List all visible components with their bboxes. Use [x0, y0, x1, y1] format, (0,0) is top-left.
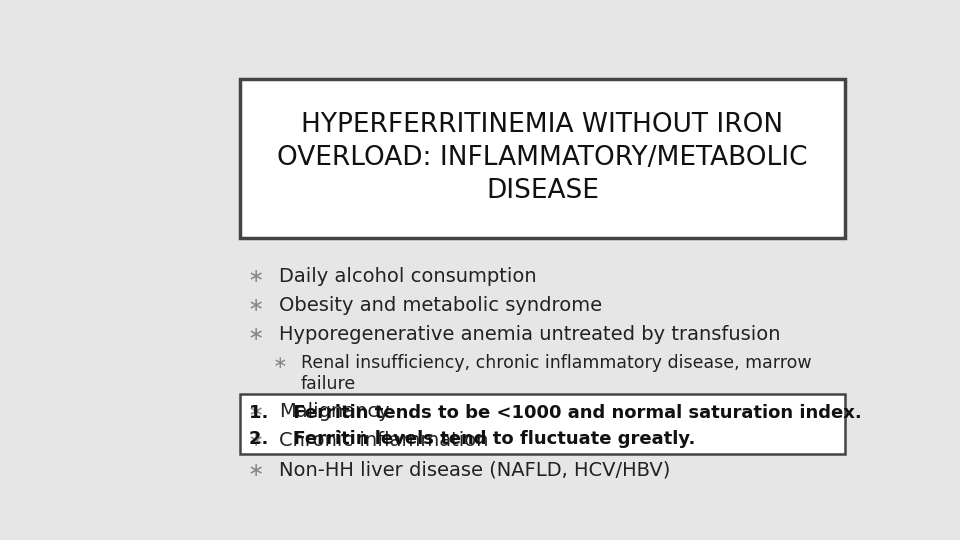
Text: ∗: ∗: [248, 267, 264, 286]
Text: 2.    Ferritin levels tend to fluctuate greatly.: 2. Ferritin levels tend to fluctuate gre…: [249, 430, 695, 448]
Text: HYPERFERRITINEMIA WITHOUT IRON
OVERLOAD: INFLAMMATORY/METABOLIC
DISEASE: HYPERFERRITINEMIA WITHOUT IRON OVERLOAD:…: [277, 112, 807, 204]
Text: ∗: ∗: [248, 431, 264, 450]
Text: ∗: ∗: [274, 354, 288, 372]
FancyBboxPatch shape: [240, 79, 845, 238]
Text: ∗: ∗: [248, 325, 264, 344]
Text: Renal insufficiency, chronic inflammatory disease, marrow
failure: Renal insufficiency, chronic inflammator…: [300, 354, 811, 393]
Text: Obesity and metabolic syndrome: Obesity and metabolic syndrome: [278, 296, 602, 315]
Text: Chronic inflammation: Chronic inflammation: [278, 431, 489, 450]
Text: Daily alcohol consumption: Daily alcohol consumption: [278, 267, 537, 286]
Text: 1.    Ferritin tends to be <1000 and normal saturation index.: 1. Ferritin tends to be <1000 and normal…: [249, 403, 862, 422]
Text: Non-HH liver disease (NAFLD, HCV/HBV): Non-HH liver disease (NAFLD, HCV/HBV): [278, 461, 670, 480]
Text: ∗: ∗: [248, 402, 264, 421]
Text: Malignancy: Malignancy: [278, 402, 390, 421]
FancyBboxPatch shape: [240, 394, 845, 454]
Text: ∗: ∗: [248, 461, 264, 480]
Text: ∗: ∗: [248, 296, 264, 315]
Text: Hyporegenerative anemia untreated by transfusion: Hyporegenerative anemia untreated by tra…: [278, 325, 780, 344]
